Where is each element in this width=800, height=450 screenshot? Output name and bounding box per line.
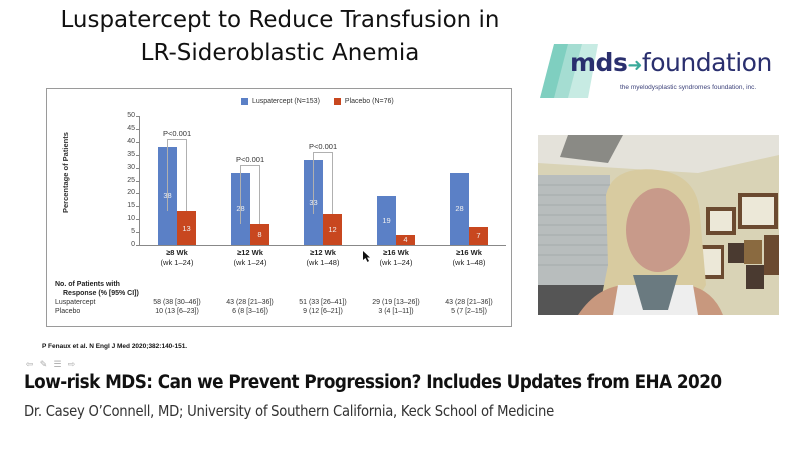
y-tick-label: 50 [127,112,135,119]
response-table-cell: 43 (28 [21–36]) [226,299,274,306]
y-tick [136,128,139,130]
y-tick-label: 35 [127,150,135,158]
y-tick [136,167,139,169]
bar-placebo: 4 [396,234,415,245]
y-tick [136,232,139,234]
x-category-label: ≥12 Wk (wk 1–48) [306,248,340,267]
y-tick [136,116,139,117]
notes-icon[interactable]: ☰ [53,359,62,369]
response-table-cell: 43 (28 [21–36]) [445,299,493,306]
row-label-luspatercept: Luspatercept [55,299,96,306]
logo-mds: mds [570,48,628,77]
logo-tagline: the myelodysplastic syndromes foundation… [620,84,757,91]
response-table-cell: 6 (8 [3–16]) [232,308,268,315]
x-category-label: ≥8 Wk (wk 1–24) [160,248,194,267]
response-table-cell: 29 (19 [13–26]) [372,299,420,306]
response-table-cell: 5 (7 [2–15]) [451,308,487,315]
y-axis [139,116,140,245]
response-table-cell: 58 (38 [30–46]) [153,299,201,306]
logo-bars-icon [540,44,598,98]
slide-title-line-1: Luspatercept to Reduce Transfusion in [60,7,500,33]
y-tick-label: 20 [127,189,135,197]
p-value-label: P<0.001 [309,141,338,151]
y-axis-label: Percentage of Patients [61,132,70,213]
presenter-video[interactable] [538,135,779,315]
mouse-cursor-icon [363,251,370,262]
response-table-header: No. of Patients with Response (% [95% CI… [55,280,139,298]
y-tick-label: 15 [127,202,135,210]
y-tick-label: 0 [131,241,135,248]
bar-placebo: 7 [469,226,488,245]
presenter-image [538,135,779,315]
y-tick [136,245,139,246]
p-value-label: P<0.001 [163,128,192,138]
citation: P Fenaux et al. N Engl J Med 2020;382:14… [42,343,188,350]
y-tick [136,219,139,221]
legend-label: Placebo (N=76) [344,98,394,105]
response-table-cell: 9 (12 [6–21]) [303,308,343,315]
significance-bracket [313,151,333,215]
slide-title: Luspatercept to Reduce Transfusion in LR… [40,4,520,70]
y-tick-label: 40 [127,137,135,145]
legend-label: Luspatercept (N=153) [252,98,320,105]
chart-legend: Luspatercept (N=153) Placebo (N=76) [241,98,394,105]
legend-swatch-blue [241,98,248,105]
y-tick-label: 45 [127,124,135,132]
edit-icon[interactable]: ✎ [39,359,48,369]
mds-foundation-logo: mds➜foundation the myelodysplastic syndr… [540,42,780,100]
bar-placebo: 12 [323,214,342,245]
y-tick-label: 25 [127,176,135,184]
logo-wordmark: mds➜foundation [570,48,772,77]
header-line: Response (% [95% CI]) [63,290,139,297]
row-label-placebo: Placebo [55,308,81,315]
player-controls: ⇦ ✎ ☰ ⇨ [24,360,77,369]
x-category-label: ≥16 Wk (wk 1–24) [379,248,413,267]
talk-speaker: Dr. Casey O’Connell, MD; University of S… [24,402,554,420]
bar-placebo: 8 [250,224,269,245]
x-axis [139,245,506,246]
y-tick-label: 10 [127,215,135,223]
y-tick [136,141,139,143]
talk-title: Low-risk MDS: Can we Prevent Progression… [24,372,722,393]
y-tick [136,193,139,195]
p-value-label: P<0.001 [236,154,265,164]
next-icon[interactable]: ⇨ [67,359,76,369]
response-table-cell: 51 (33 [26–41]) [299,299,347,306]
header-line: No. of Patients with [55,281,120,288]
y-tick [136,206,139,208]
slide-title-line-2: LR-Sideroblastic Anemia [140,40,420,66]
response-table-cell: 10 (13 [6–23]) [155,308,199,315]
bar-luspatercept: 28 [450,172,469,245]
bar-placebo: 13 [177,211,196,245]
significance-bracket [240,164,260,225]
chart-figure: Luspatercept (N=153) Placebo (N=76) Perc… [46,88,512,327]
legend-item-luspatercept: Luspatercept (N=153) [241,98,320,105]
x-category-label: ≥12 Wk (wk 1–24) [233,248,267,267]
y-tick-label: 30 [127,163,135,171]
y-tick [136,154,139,156]
legend-item-placebo: Placebo (N=76) [333,98,394,105]
previous-icon[interactable]: ⇦ [25,359,34,369]
arrow-icon: ➜ [627,55,642,76]
legend-swatch-orange [333,98,341,105]
significance-bracket [167,138,187,212]
logo-foundation: foundation [641,48,772,77]
y-tick [136,180,139,182]
response-table-cell: 3 (4 [1–11]) [378,308,414,315]
bar-luspatercept: 19 [377,195,396,245]
x-category-label: ≥16 Wk (wk 1–48) [452,248,486,267]
y-tick-label: 5 [131,228,135,236]
